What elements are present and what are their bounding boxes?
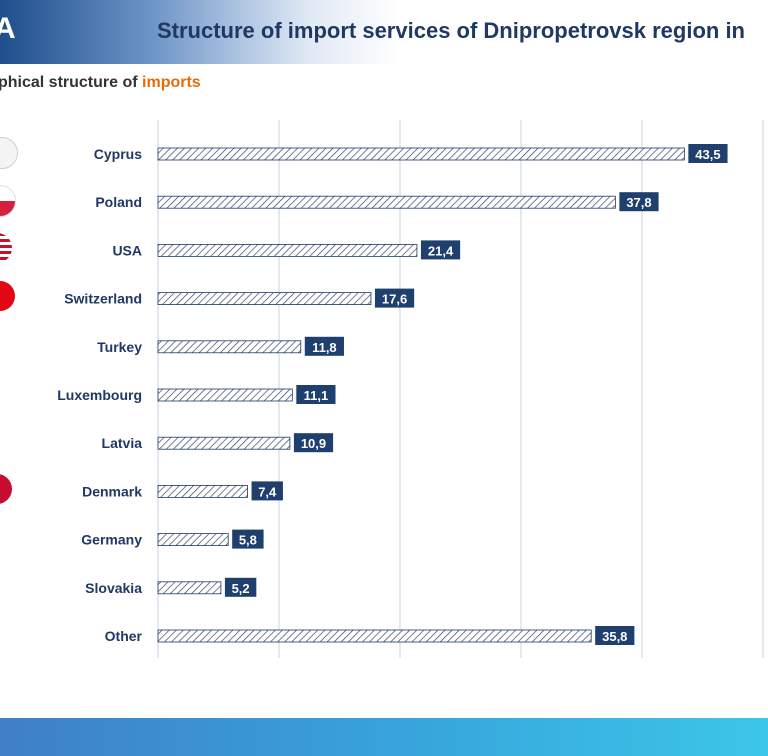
data-label-box xyxy=(374,288,415,308)
page-title: Structure of import services of Dniprope… xyxy=(157,18,745,43)
category-label: Other xyxy=(105,628,143,644)
subtitle-accent: imports xyxy=(142,74,201,91)
data-label-box xyxy=(296,385,336,404)
bar xyxy=(157,195,616,209)
data-label: 37,8 xyxy=(626,195,651,210)
data-label: 10,9 xyxy=(301,436,326,451)
bar xyxy=(157,436,291,450)
bar xyxy=(157,484,248,498)
category-label: Cyprus xyxy=(94,146,142,162)
data-label-box xyxy=(688,144,728,163)
category-label: Latvia xyxy=(102,435,143,451)
data-label-box xyxy=(251,481,283,501)
category-label: Turkey xyxy=(97,339,142,355)
bar xyxy=(157,581,222,595)
data-label: 35,8 xyxy=(602,629,627,644)
category-label: Denmark xyxy=(82,483,142,499)
chart-subtitle: phical structure of imports xyxy=(0,74,201,92)
data-label: 17,6 xyxy=(382,292,407,307)
bar xyxy=(157,244,418,257)
logo: A xyxy=(0,12,16,45)
data-label: 5,8 xyxy=(239,533,257,548)
category-label: Switzerland xyxy=(64,291,142,307)
bar xyxy=(157,292,372,306)
bar xyxy=(157,388,293,402)
data-label: 11,1 xyxy=(304,388,329,403)
denmark-flag-icon xyxy=(0,474,12,504)
data-label: 7,4 xyxy=(258,484,277,499)
category-label: Luxembourg xyxy=(57,387,142,403)
footer-band xyxy=(0,718,768,756)
switzerland-flag-icon xyxy=(0,281,15,311)
data-label-box xyxy=(420,240,461,260)
bar xyxy=(157,629,592,643)
data-label-box xyxy=(224,577,257,597)
subtitle-text: phical structure of xyxy=(0,74,143,91)
bar-chart: Cyprus 43,5 Poland 37,8 USA 21,4 Switzerland 17… xyxy=(57,120,764,658)
data-label-box xyxy=(304,336,344,356)
data-label-box xyxy=(293,433,334,453)
data-label: 43,5 xyxy=(695,147,720,162)
header-banner: A Structure of import services of Dnipro… xyxy=(0,0,768,64)
category-label: USA xyxy=(112,242,142,258)
bar xyxy=(157,533,229,547)
data-label-box xyxy=(619,192,659,212)
data-label: 11,8 xyxy=(312,340,337,355)
bar xyxy=(157,340,302,354)
data-label-box xyxy=(595,626,635,645)
usa-flag-icon xyxy=(0,233,12,263)
category-label: Germany xyxy=(81,532,142,548)
bar xyxy=(157,147,685,161)
data-label: 21,4 xyxy=(428,243,454,258)
category-label: Poland xyxy=(95,194,142,210)
data-label-box xyxy=(232,529,264,549)
data-label: 5,2 xyxy=(232,581,250,596)
category-label: Slovakia xyxy=(85,580,142,596)
